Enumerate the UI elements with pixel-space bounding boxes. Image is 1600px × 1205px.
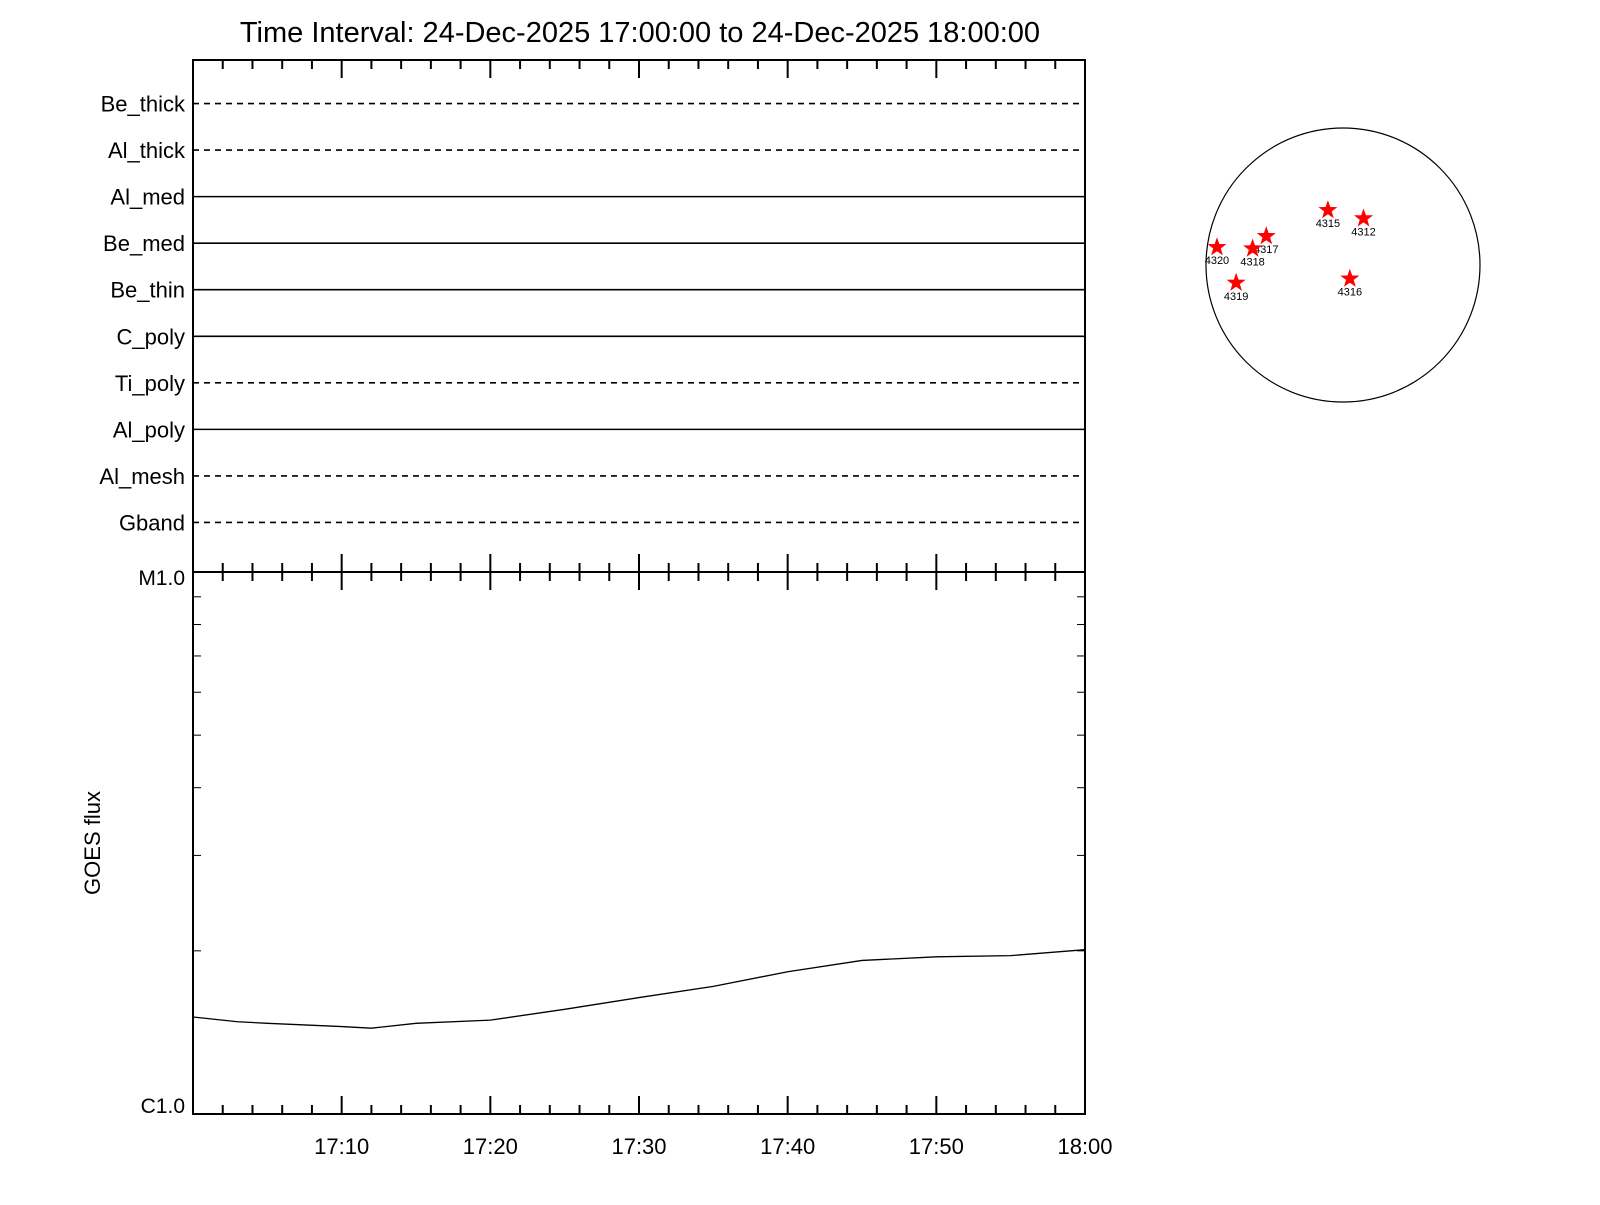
region-label: 4320 xyxy=(1205,255,1229,267)
filter-label: Be_thick xyxy=(101,92,186,117)
filter-label: Al_thick xyxy=(108,138,186,163)
region-marker xyxy=(1243,238,1263,257)
region-marker xyxy=(1226,272,1246,291)
chart-title: Time Interval: 24-Dec-2025 17:00:00 to 2… xyxy=(240,17,1040,49)
y-tick-label: C1.0 xyxy=(141,1095,185,1118)
x-tick-label: 17:30 xyxy=(611,1134,666,1159)
filter-label: Al_med xyxy=(110,185,185,210)
region-label: 4315 xyxy=(1316,218,1340,230)
region-label: 4316 xyxy=(1338,287,1362,299)
x-tick-label: 17:20 xyxy=(463,1134,518,1159)
region-marker xyxy=(1207,237,1227,256)
y-axis-label: GOES flux xyxy=(80,791,105,895)
goes-curve xyxy=(192,949,1086,1029)
filter-label: Gband xyxy=(119,510,185,535)
filter-label: Be_thin xyxy=(110,278,185,303)
filter-label: Ti_poly xyxy=(115,371,185,396)
region-marker xyxy=(1318,200,1338,219)
x-tick-label: 17:50 xyxy=(909,1134,964,1159)
filter-label: Al_poly xyxy=(113,417,185,442)
filter-panel xyxy=(192,59,1086,573)
x-tick-label: 17:40 xyxy=(760,1134,815,1159)
goes-panel xyxy=(192,571,1086,1115)
region-marker xyxy=(1256,226,1276,245)
filter-label: Be_med xyxy=(103,231,185,256)
region-marker xyxy=(1354,208,1374,227)
region-label: 4317 xyxy=(1254,244,1278,256)
x-tick-label: 18:00 xyxy=(1057,1134,1112,1159)
filter-label: C_poly xyxy=(117,324,185,349)
y-tick-label: M1.0 xyxy=(138,567,185,590)
filter-label: Al_mesh xyxy=(99,464,185,489)
region-label: 4318 xyxy=(1240,257,1264,269)
solar-disk xyxy=(1205,127,1481,403)
x-tick-label: 17:10 xyxy=(314,1134,369,1159)
region-label: 4319 xyxy=(1224,291,1248,303)
region-marker xyxy=(1340,268,1360,287)
region-label: 4312 xyxy=(1351,226,1375,238)
